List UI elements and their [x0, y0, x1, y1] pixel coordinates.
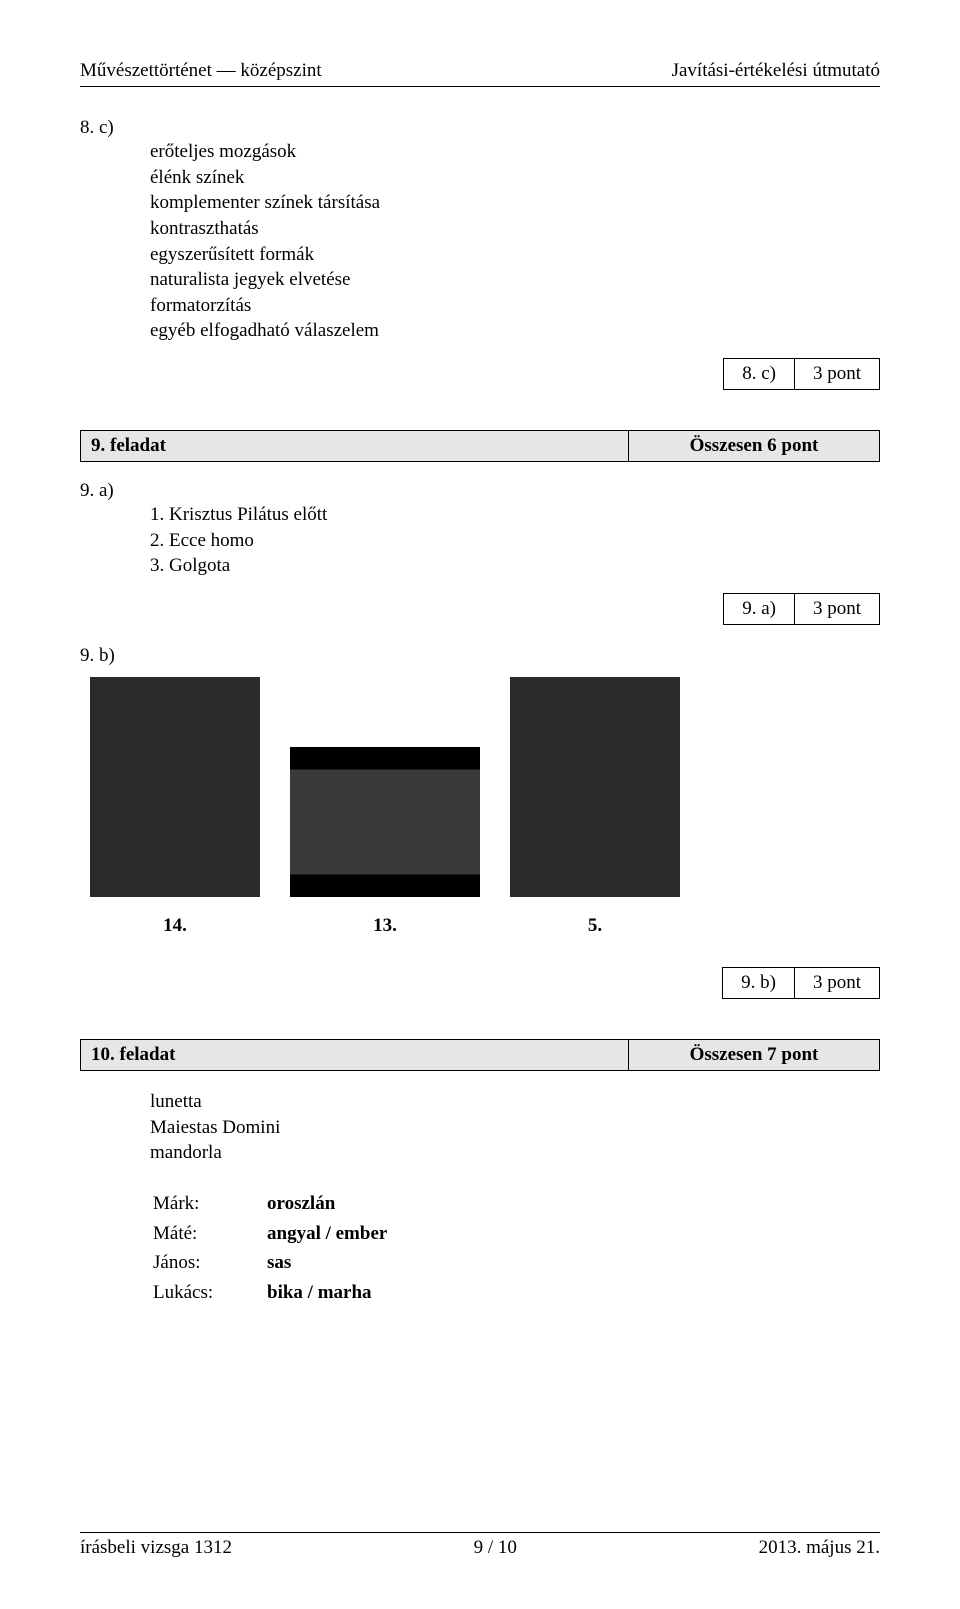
task10-answers: Márk: oroszlán Máté: angyal / ember Jáno… — [150, 1188, 390, 1309]
task10-terms: lunetta Maiestas Domini mandorla — [150, 1089, 880, 1166]
q9b-thumb-label: 14. — [90, 915, 260, 937]
answer-key: Lukács: — [152, 1279, 264, 1307]
task9-bar-right: Összesen 6 pont — [629, 430, 880, 462]
table-row: Lukács: bika / marha — [152, 1279, 388, 1307]
answer-value: bika / marha — [266, 1279, 388, 1307]
q9a-score-value: 3 pont — [794, 594, 879, 625]
q8c-item: élénk színek — [150, 165, 880, 191]
q8c-list: erőteljes mozgások élénk színek kompleme… — [150, 139, 880, 344]
q9b-thumb-label: 5. — [510, 915, 680, 937]
task10-bar: 10. feladat Összesen 7 pont — [80, 1039, 880, 1071]
q8c-score-box: 8. c) 3 pont — [723, 358, 880, 390]
q9b-score-box: 9. b) 3 pont — [722, 967, 880, 999]
q8c-item: komplementer színek társítása — [150, 190, 880, 216]
q9a-score-label: 9. a) — [724, 594, 795, 625]
q9b-label: 9. b) — [80, 645, 880, 667]
answer-value: oroszlán — [266, 1190, 388, 1218]
q9a-label: 9. a) — [80, 480, 880, 502]
footer-center: 9 / 10 — [474, 1537, 517, 1559]
q9b-thumbs — [90, 677, 880, 897]
header-left: Művészettörténet — középszint — [80, 60, 322, 82]
footer-left: írásbeli vizsga 1312 — [80, 1537, 232, 1559]
q8c-item: formatorzítás — [150, 293, 880, 319]
task10-term: Maiestas Domini — [150, 1115, 880, 1141]
footer-right: 2013. május 21. — [759, 1537, 880, 1559]
q9a-item: 2. Ecce homo — [150, 528, 880, 554]
q9a-item: 1. Krisztus Pilátus előtt — [150, 502, 880, 528]
answer-key: Máté: — [152, 1220, 264, 1248]
answer-value: angyal / ember — [266, 1220, 388, 1248]
table-row: Márk: oroszlán — [152, 1190, 388, 1218]
table-row: János: sas — [152, 1249, 388, 1277]
task10-bar-right: Összesen 7 pont — [629, 1039, 880, 1071]
q9a-item: 3. Golgota — [150, 553, 880, 579]
artwork-image — [510, 677, 680, 897]
page: Művészettörténet — középszint Javítási-é… — [0, 0, 960, 1609]
artwork-image — [90, 677, 260, 897]
q8c-item: egyéb elfogadható válaszelem — [150, 318, 880, 344]
page-header: Művészettörténet — középszint Javítási-é… — [80, 60, 880, 82]
q9b-thumb-label: 13. — [290, 915, 480, 937]
q9a-list: 1. Krisztus Pilátus előtt 2. Ecce homo 3… — [150, 502, 880, 579]
table-row: Máté: angyal / ember — [152, 1220, 388, 1248]
q9a-score-box: 9. a) 3 pont — [723, 593, 880, 625]
task9-bar-left: 9. feladat — [80, 430, 629, 462]
header-right: Javítási-értékelési útmutató — [672, 60, 880, 82]
q9b-score-label: 9. b) — [723, 968, 795, 999]
task9-bar: 9. feladat Összesen 6 pont — [80, 430, 880, 462]
q8c-item: naturalista jegyek elvetése — [150, 267, 880, 293]
answer-key: Márk: — [152, 1190, 264, 1218]
q8c-item: kontraszthatás — [150, 216, 880, 242]
answer-value: sas — [266, 1249, 388, 1277]
answer-key: János: — [152, 1249, 264, 1277]
task10-term: lunetta — [150, 1089, 880, 1115]
q8c-score-label: 8. c) — [724, 359, 795, 390]
artwork-image — [290, 747, 480, 897]
q9b-score-value: 3 pont — [794, 968, 879, 999]
q9b-thumb-labels: 14. 13. 5. — [90, 915, 880, 937]
q8c-item: erőteljes mozgások — [150, 139, 880, 165]
page-footer: írásbeli vizsga 1312 9 / 10 2013. május … — [80, 1528, 880, 1559]
header-rule — [80, 86, 880, 87]
footer-rule — [80, 1532, 880, 1533]
q8c-item: egyszerűsített formák — [150, 242, 880, 268]
q8c-label: 8. c) — [80, 117, 880, 139]
q8c-score-value: 3 pont — [794, 359, 879, 390]
task10-bar-left: 10. feladat — [80, 1039, 629, 1071]
task10-term: mandorla — [150, 1140, 880, 1166]
